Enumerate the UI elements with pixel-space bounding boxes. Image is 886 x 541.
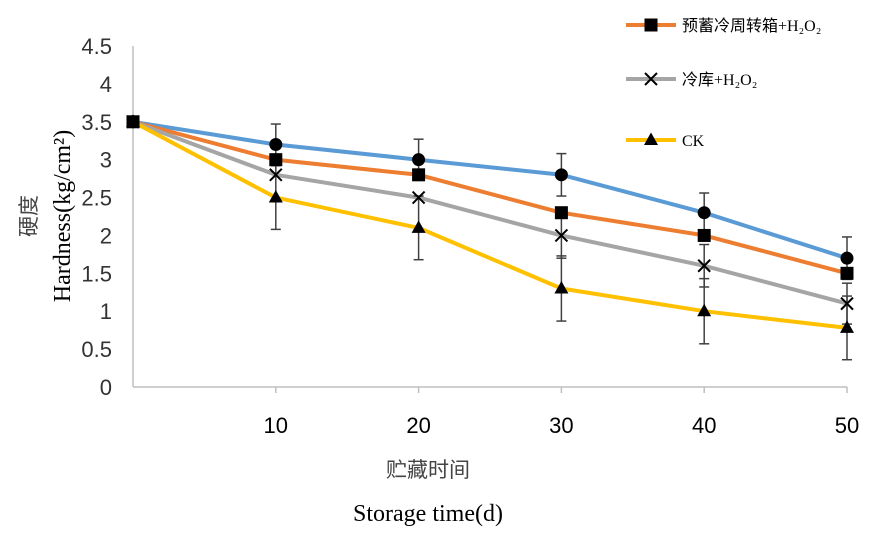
data-point-circle xyxy=(697,206,711,220)
legend: 预蓄冷周转箱+H₂O₂ 冷库+H₂O₂ CK xyxy=(626,17,821,150)
data-point-circle xyxy=(269,138,283,152)
data-point-x xyxy=(554,228,569,243)
y-tick-label: 4 xyxy=(100,72,112,97)
series-lines xyxy=(132,119,848,330)
y-tick-label: 3.5 xyxy=(81,110,112,135)
tick-labels: 0 0.5 1 1.5 2 2.5 3 3.5 4 4.5 10 20 30 40 50 xyxy=(81,34,859,438)
y-axis-label-en: Hardness(kg/cm²) xyxy=(50,130,76,302)
data-point-x xyxy=(697,259,711,273)
data-point-circle xyxy=(840,251,854,265)
legend-item-series-4: CK xyxy=(626,132,705,150)
data-point-triangle xyxy=(126,114,140,127)
data-point-triangle xyxy=(697,303,712,317)
data-point-square xyxy=(840,266,854,280)
data-markers xyxy=(126,114,854,333)
legend-label-series-3: 冷库+H₂O₂ xyxy=(682,71,757,89)
legend-item-series-3: 冷库+H₂O₂ xyxy=(626,71,757,89)
y-tick-label: 2.5 xyxy=(81,186,112,211)
x-axis-label-en: Storage time(d) xyxy=(353,501,503,527)
y-tick-label: 1 xyxy=(100,299,112,324)
y-tick-label: 0.5 xyxy=(81,337,112,362)
data-point-square xyxy=(412,168,426,182)
y-axis-label-cn: 硬度 xyxy=(17,195,41,237)
data-point-triangle xyxy=(554,280,569,294)
data-point-x xyxy=(411,190,426,205)
x-tick-label: 30 xyxy=(549,413,573,438)
legend-marker-x xyxy=(644,72,658,86)
x-tick-label: 40 xyxy=(692,413,716,438)
series-line-2 xyxy=(132,119,848,276)
x-tick-label: 50 xyxy=(835,413,859,438)
legend-marker-triangle xyxy=(644,132,658,145)
y-tick-label: 0 xyxy=(100,375,112,400)
y-tick-label: 3 xyxy=(100,148,112,173)
axes xyxy=(132,46,847,388)
error-bars xyxy=(270,123,852,361)
series-line-1 xyxy=(132,119,848,261)
data-point-circle xyxy=(554,168,568,182)
data-point-x xyxy=(269,168,283,182)
data-point-circle xyxy=(412,153,426,167)
data-point-square xyxy=(269,153,283,167)
series-line-4 xyxy=(132,120,848,330)
data-point-x xyxy=(840,296,854,311)
legend-marker-square xyxy=(644,18,658,32)
data-point-square xyxy=(697,228,711,242)
data-point-triangle xyxy=(268,190,283,203)
series-line-3 xyxy=(132,119,848,306)
y-tick-label: 4.5 xyxy=(81,34,112,59)
x-tick-label: 20 xyxy=(406,413,430,438)
legend-label-series-4: CK xyxy=(682,133,705,150)
data-point-triangle xyxy=(840,320,854,333)
x-tick-label: 10 xyxy=(264,413,288,438)
legend-label-series-2: 预蓄冷周转箱+H₂O₂ xyxy=(682,17,821,35)
data-point-square xyxy=(554,206,568,220)
data-point-triangle xyxy=(411,220,426,233)
legend-item-series-2: 预蓄冷周转箱+H₂O₂ xyxy=(626,17,821,35)
y-tick-label: 2 xyxy=(100,223,112,248)
y-tick-label: 1.5 xyxy=(81,261,112,286)
x-axis-label-cn: 贮藏时间 xyxy=(386,458,470,482)
